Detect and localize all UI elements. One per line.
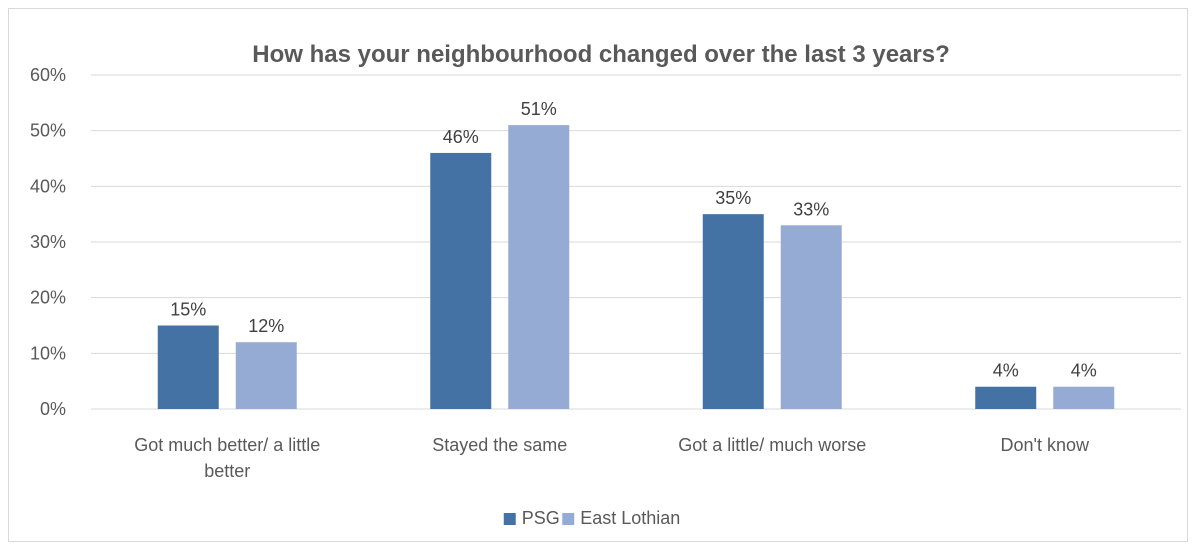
- data-label: 33%: [793, 199, 829, 219]
- legend-label: PSG: [522, 508, 560, 528]
- x-category-label: Got much better/ a little better: [134, 435, 320, 481]
- bar: [430, 152, 492, 409]
- x-category-label: Got a little/ much worse: [678, 435, 866, 455]
- data-label: 35%: [715, 188, 751, 208]
- chart: How has your neighbourhood changed over …: [30, 41, 1181, 528]
- bar: [235, 342, 297, 409]
- data-label: 46%: [443, 127, 479, 147]
- legend-swatch: [562, 513, 575, 525]
- x-category-label: Don't know: [1001, 435, 1090, 455]
- bar: [702, 214, 764, 409]
- data-label: 12%: [248, 316, 284, 336]
- data-label: 51%: [521, 99, 557, 119]
- y-axis: 0% 10% 20% 30% 40% 50% 60%: [30, 65, 66, 419]
- legend-item: PSG: [503, 508, 560, 528]
- legend-swatch: [503, 513, 516, 525]
- x-category-label: Stayed the same: [432, 435, 567, 455]
- y-tick-label: 30%: [30, 232, 66, 252]
- data-labels: 15% 12% 46% 51% 35% 33% 4% 4%: [170, 99, 1097, 381]
- chart-title: How has your neighbourhood changed over …: [252, 41, 949, 68]
- bar: [157, 325, 219, 409]
- bar: [780, 225, 842, 409]
- bar: [508, 125, 570, 409]
- data-label: 15%: [170, 300, 206, 320]
- legend-label: East Lothian: [580, 508, 680, 528]
- y-tick-label: 20%: [30, 288, 66, 308]
- chart-frame: How has your neighbourhood changed over …: [8, 8, 1188, 542]
- data-label: 4%: [993, 361, 1019, 381]
- y-tick-label: 0%: [40, 399, 66, 419]
- y-tick-label: 60%: [30, 65, 66, 85]
- bars: [157, 125, 1115, 409]
- bar: [1053, 386, 1115, 409]
- bar: [975, 386, 1037, 409]
- y-tick-label: 40%: [30, 176, 66, 196]
- y-tick-label: 10%: [30, 343, 66, 363]
- data-label: 4%: [1071, 361, 1097, 381]
- y-tick-label: 50%: [30, 121, 66, 141]
- x-axis: Got much better/ a little better Stayed th…: [134, 435, 1090, 481]
- legend-item: East Lothian: [562, 508, 680, 528]
- legend: PSG East Lothian: [503, 508, 680, 528]
